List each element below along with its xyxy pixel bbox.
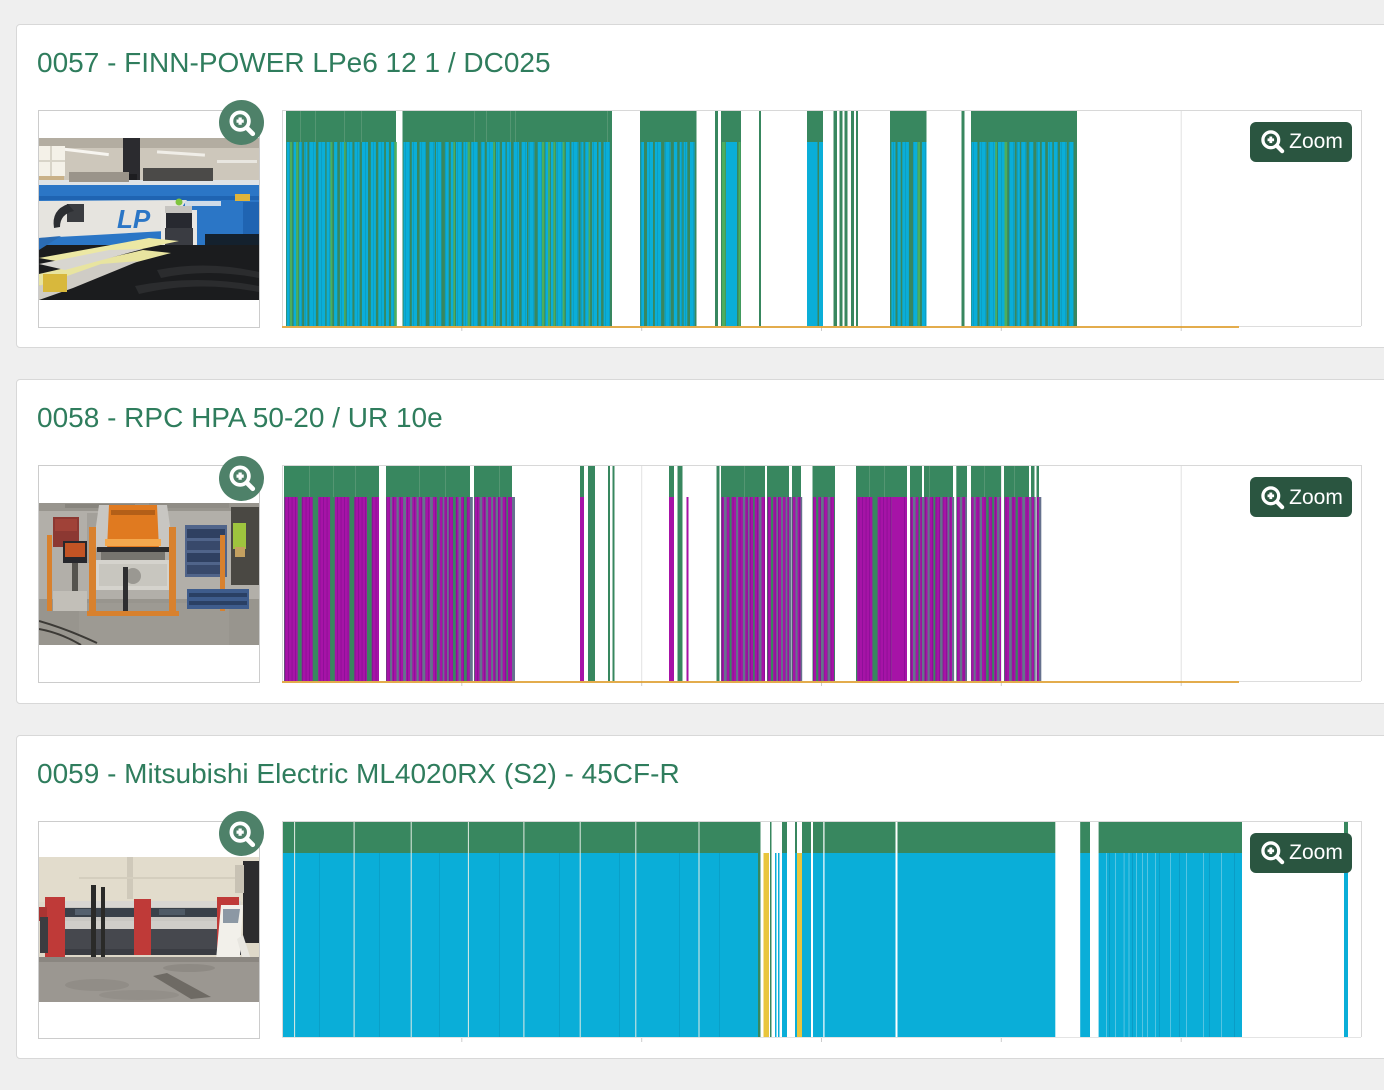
svg-text:LP: LP <box>117 204 151 234</box>
